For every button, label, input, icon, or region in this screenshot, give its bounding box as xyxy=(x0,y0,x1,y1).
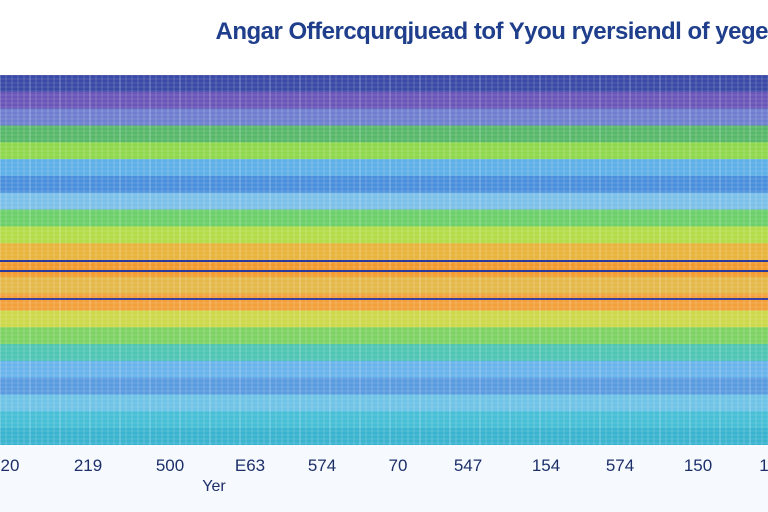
x-tick-label: 150 xyxy=(683,456,713,475)
heatmap-band-17 xyxy=(0,360,768,379)
x-tick-label: 574 xyxy=(307,456,337,475)
heatmap-plot xyxy=(0,75,768,445)
x-tick-label: 70 xyxy=(388,456,408,475)
heatmap-band-10 xyxy=(0,243,768,261)
x-tick-label: 219 xyxy=(73,456,103,475)
heatmap-band-5 xyxy=(0,159,768,177)
heatmap-band-3 xyxy=(0,125,768,143)
heatmap-band-16 xyxy=(0,344,768,362)
x-tick-label: 20 xyxy=(0,456,20,475)
heatmap-band-9 xyxy=(0,226,768,244)
heatmap-band-2 xyxy=(0,108,768,127)
heatmap-band-20 xyxy=(0,411,768,429)
heatmap-band-4 xyxy=(0,142,768,160)
heatmap-band-7 xyxy=(0,192,768,211)
heatmap-band-19 xyxy=(0,394,768,412)
x-tick-label: 500 xyxy=(155,456,185,475)
x-tick-label: 574 xyxy=(605,456,635,475)
heatmap-band-6 xyxy=(0,175,768,194)
heatmap-band-13 xyxy=(0,293,768,312)
heatmap-band-14 xyxy=(0,310,768,328)
heatmap-band-8 xyxy=(0,209,768,227)
heatmap-band-12 xyxy=(0,276,768,295)
chart-title: Angar Offercqurqjuead tof Yyou ryersiend… xyxy=(215,18,768,45)
x-tick-label: 1 xyxy=(759,456,768,475)
heatmap-band-1 xyxy=(0,91,768,110)
heatmap-band-18 xyxy=(0,377,768,396)
x-tick-label: 154 xyxy=(531,456,561,475)
x-axis-band xyxy=(0,445,768,512)
title-bar xyxy=(0,12,768,74)
x-axis-label: Yer xyxy=(202,478,226,495)
x-tick-label: 547 xyxy=(453,456,483,475)
heatmap-band-0 xyxy=(0,75,768,93)
heatmap-band-15 xyxy=(0,327,768,345)
x-tick-label: E63 xyxy=(234,456,266,475)
heatmap-band-21 xyxy=(0,428,768,445)
heatmap-band-11 xyxy=(0,260,768,278)
